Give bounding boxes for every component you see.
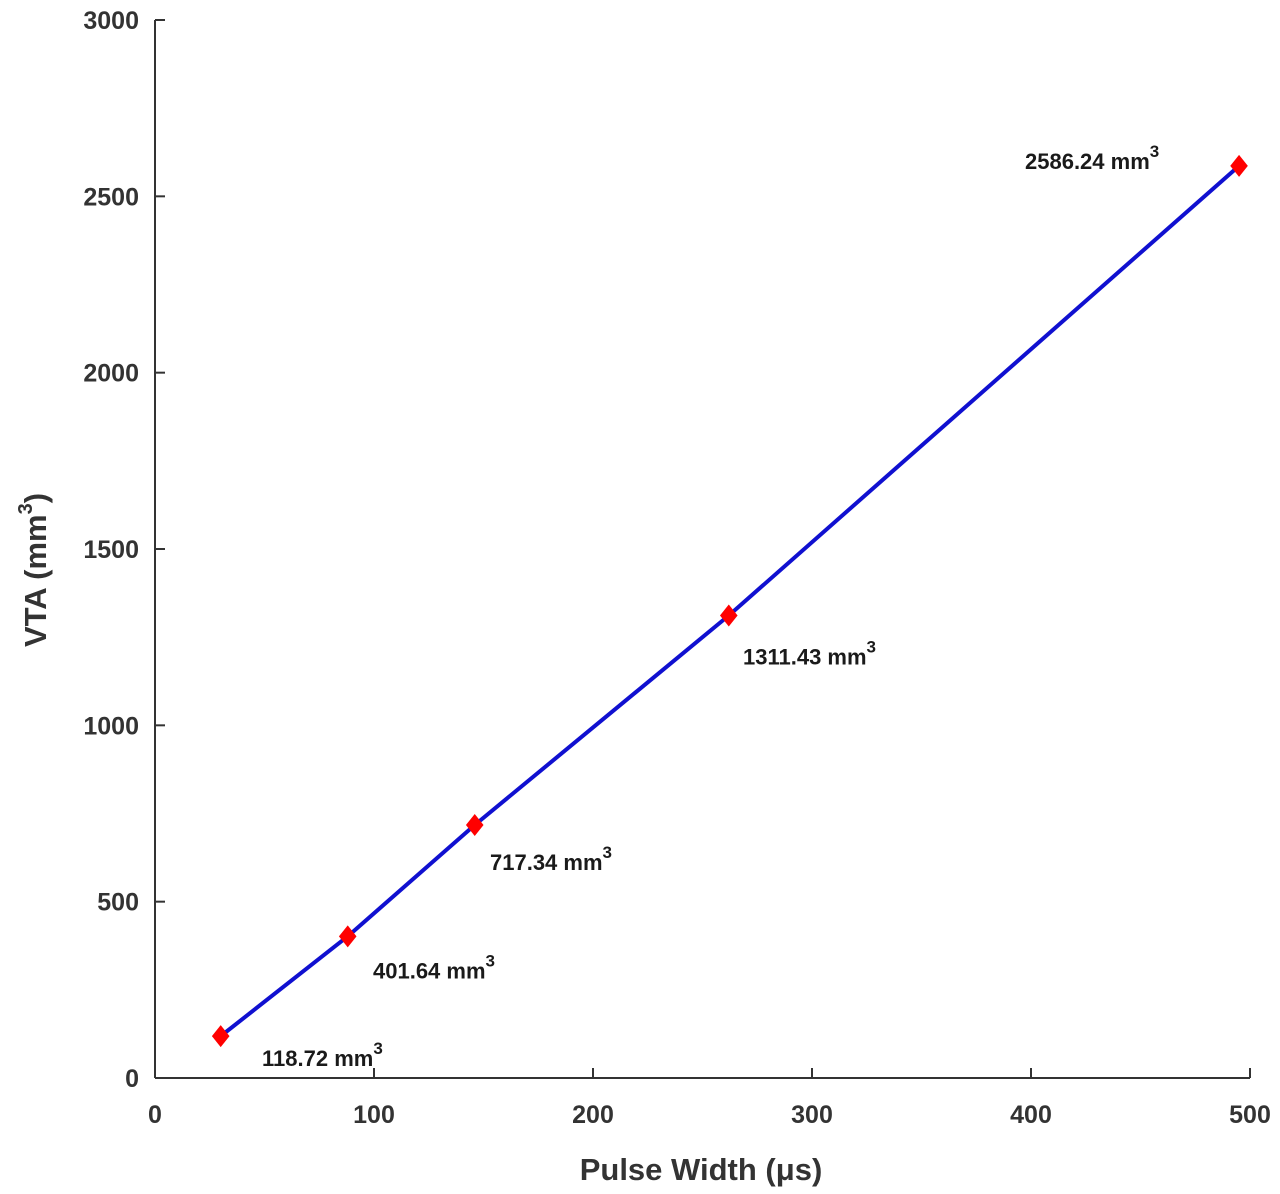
x-ticks: 0 100 200 300 400 500	[148, 1068, 1271, 1129]
y-tick-label: 0	[125, 1065, 139, 1093]
y-tick-label: 2000	[83, 360, 139, 388]
data-point-marker	[719, 604, 738, 627]
series-line	[219, 164, 1241, 1038]
x-tick-label: 200	[572, 1101, 614, 1129]
data-point-marker	[1230, 154, 1248, 177]
series	[219, 164, 1241, 1038]
y-tick-label: 2500	[83, 183, 139, 211]
data-point-label-sup: 3	[1150, 142, 1159, 161]
y-tick-label: 500	[97, 889, 139, 917]
data-point-label: 2586.24 mm3	[1025, 142, 1159, 174]
data-point-label-value: 118.72 mm	[262, 1046, 373, 1071]
markers	[211, 154, 1248, 1048]
y-tick-label: 1000	[83, 712, 139, 740]
y-axis-label: VTA (mm3)	[15, 493, 53, 647]
x-tick-label: 400	[1010, 1101, 1052, 1129]
y-axis-label-close: )	[18, 493, 53, 503]
x-tick-label: 500	[1229, 1101, 1271, 1129]
x-tick-label: 100	[353, 1101, 395, 1129]
y-ticks: 0 500 1000 1500 2000 2500 3000	[83, 7, 165, 1093]
data-point-marker	[465, 814, 484, 837]
data-point-label-sup: 3	[373, 1039, 382, 1058]
data-point-marker	[211, 1025, 230, 1048]
data-point-label: 1311.43 mm3	[743, 638, 876, 670]
x-axis-label: Pulse Width (μs)	[580, 1152, 823, 1187]
y-tick-label: 1500	[83, 536, 139, 564]
x-tick-label: 0	[148, 1101, 162, 1129]
axes	[154, 20, 1250, 1079]
data-point-label: 717.34 mm3	[490, 843, 612, 875]
data-point-label: 118.72 mm3	[262, 1039, 383, 1071]
data-point-label-sup: 3	[486, 951, 495, 970]
data-point-label-value: 717.34 mm	[490, 850, 603, 875]
data-point-marker	[338, 925, 357, 948]
data-point-label-value: 1311.43 mm	[743, 645, 867, 670]
data-point-label-value: 2586.24 mm	[1025, 149, 1150, 174]
y-axis-label-sup: 3	[15, 503, 37, 514]
data-point-label-sup: 3	[867, 638, 876, 657]
y-axis-label-main: VTA (mm	[18, 514, 53, 647]
y-tick-label: 3000	[83, 7, 139, 35]
data-point-label-sup: 3	[603, 843, 612, 862]
data-point-label: 401.64 mm3	[373, 951, 495, 983]
x-tick-label: 300	[791, 1101, 833, 1129]
data-point-label-value: 401.64 mm	[373, 958, 486, 983]
